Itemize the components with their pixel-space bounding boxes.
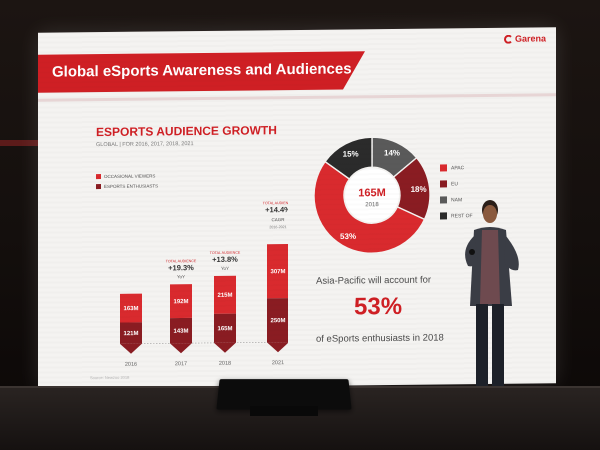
brand-logo: Garena (503, 33, 546, 44)
bar-label-occasional: 163M (123, 306, 138, 312)
x-tick-label: 2017 (175, 361, 187, 367)
brand-name: Garena (514, 33, 546, 44)
garena-swirl-icon (503, 34, 513, 44)
bar-label-enthusiasts: 121M (123, 331, 138, 337)
slide-title: Global eSports Awareness and Audiences (52, 60, 352, 81)
bar-label-occasional: 192M (173, 299, 188, 305)
projection-screen: Global eSports Awareness and Audiences G… (38, 27, 556, 389)
donut-slice-label: 18% (411, 185, 427, 194)
bar-segment-enthusiasts-2021 (267, 298, 288, 343)
bar-arrow-2017 (170, 343, 192, 354)
donut-slice-label: 53% (340, 232, 356, 241)
donut-slice-rest-of (324, 136, 373, 180)
donut-slice-label: 14% (384, 148, 400, 157)
callout-percent: 53% (354, 292, 403, 321)
bar-label-occasional: 215M (217, 293, 232, 299)
donut-legend-swatch (440, 164, 447, 172)
donut-slice-label: 15% (343, 149, 359, 158)
donut-center-value: 165M (358, 187, 386, 199)
bar-segment-occasional-2017 (170, 284, 192, 319)
regional-share-donut-chart: 14% 18% 53% 15% 165M 2018 (313, 136, 431, 254)
total-audience-caption: TOTAL AUDIENCE (166, 259, 197, 263)
bar-segment-occasional-2021 (267, 244, 288, 299)
presenter-figure (465, 200, 519, 404)
x-tick-label: 2018 (219, 361, 231, 367)
donut-legend-label: EU (451, 180, 458, 187)
bar-label-enthusiasts: 165M (217, 326, 232, 332)
growth-rate-label: +19.3% (168, 263, 194, 272)
growth-unit-label: YoY (177, 274, 185, 279)
chart-baseline (126, 341, 288, 345)
bar-segment-occasional-2018 (214, 275, 236, 314)
growth-unit-label: CAGR (271, 217, 285, 222)
growth-chart-title: ESPORTS AUDIENCE GROWTH (96, 123, 277, 140)
bar-segment-enthusiasts-2018 (214, 313, 236, 343)
donut-legend-label: APAC (451, 164, 465, 171)
bar-segment-occasional-2016 (120, 293, 142, 323)
donut-legend-swatch (440, 196, 447, 204)
bar-arrow-2021 (267, 342, 288, 353)
donut-legend-item: APAC (440, 164, 473, 172)
growth-rate-label: +14.4% (265, 205, 288, 214)
callout-line-1: Asia-Pacific will account for (316, 274, 432, 287)
bar-label-enthusiasts: 250M (270, 318, 285, 324)
total-audience-caption: TOTAL AUDIENCE (263, 201, 288, 205)
bar-arrow-2018 (214, 342, 236, 353)
donut-center (345, 168, 399, 223)
growth-chart-subtitle: GLOBAL | FOR 2016, 2017, 2018, 2021 (96, 141, 194, 149)
bar-segment-enthusiasts-2016 (120, 322, 142, 344)
cagr-range-label: 2016-2021 (269, 225, 286, 229)
growth-unit-label: YoY (221, 266, 229, 271)
wall-light-strip (0, 140, 40, 146)
bar-segment-enthusiasts-2017 (170, 317, 192, 344)
donut-legend-swatch (440, 212, 447, 220)
donut-center-year: 2018 (365, 202, 379, 208)
bar-label-enthusiasts: 143M (173, 329, 188, 335)
donut-legend-item: EU (440, 180, 473, 188)
donut-slice-apac (313, 160, 426, 254)
bar-arrow-2016 (120, 343, 142, 354)
x-tick-label: 2016 (125, 362, 137, 368)
callout-line-2: of eSports enthusiasts in 2018 (316, 332, 444, 345)
donut-legend-swatch (440, 180, 447, 188)
stage-monitor-base (250, 406, 318, 416)
x-tick-label: 2021 (272, 360, 284, 366)
title-underline-stripe (38, 93, 556, 102)
source-note: Source: Newzoo 2018 (90, 374, 130, 381)
bar-label-occasional: 307M (270, 269, 285, 275)
growth-rate-label: +13.8% (212, 255, 238, 264)
total-audience-caption: TOTAL AUDIENCE (210, 251, 241, 255)
